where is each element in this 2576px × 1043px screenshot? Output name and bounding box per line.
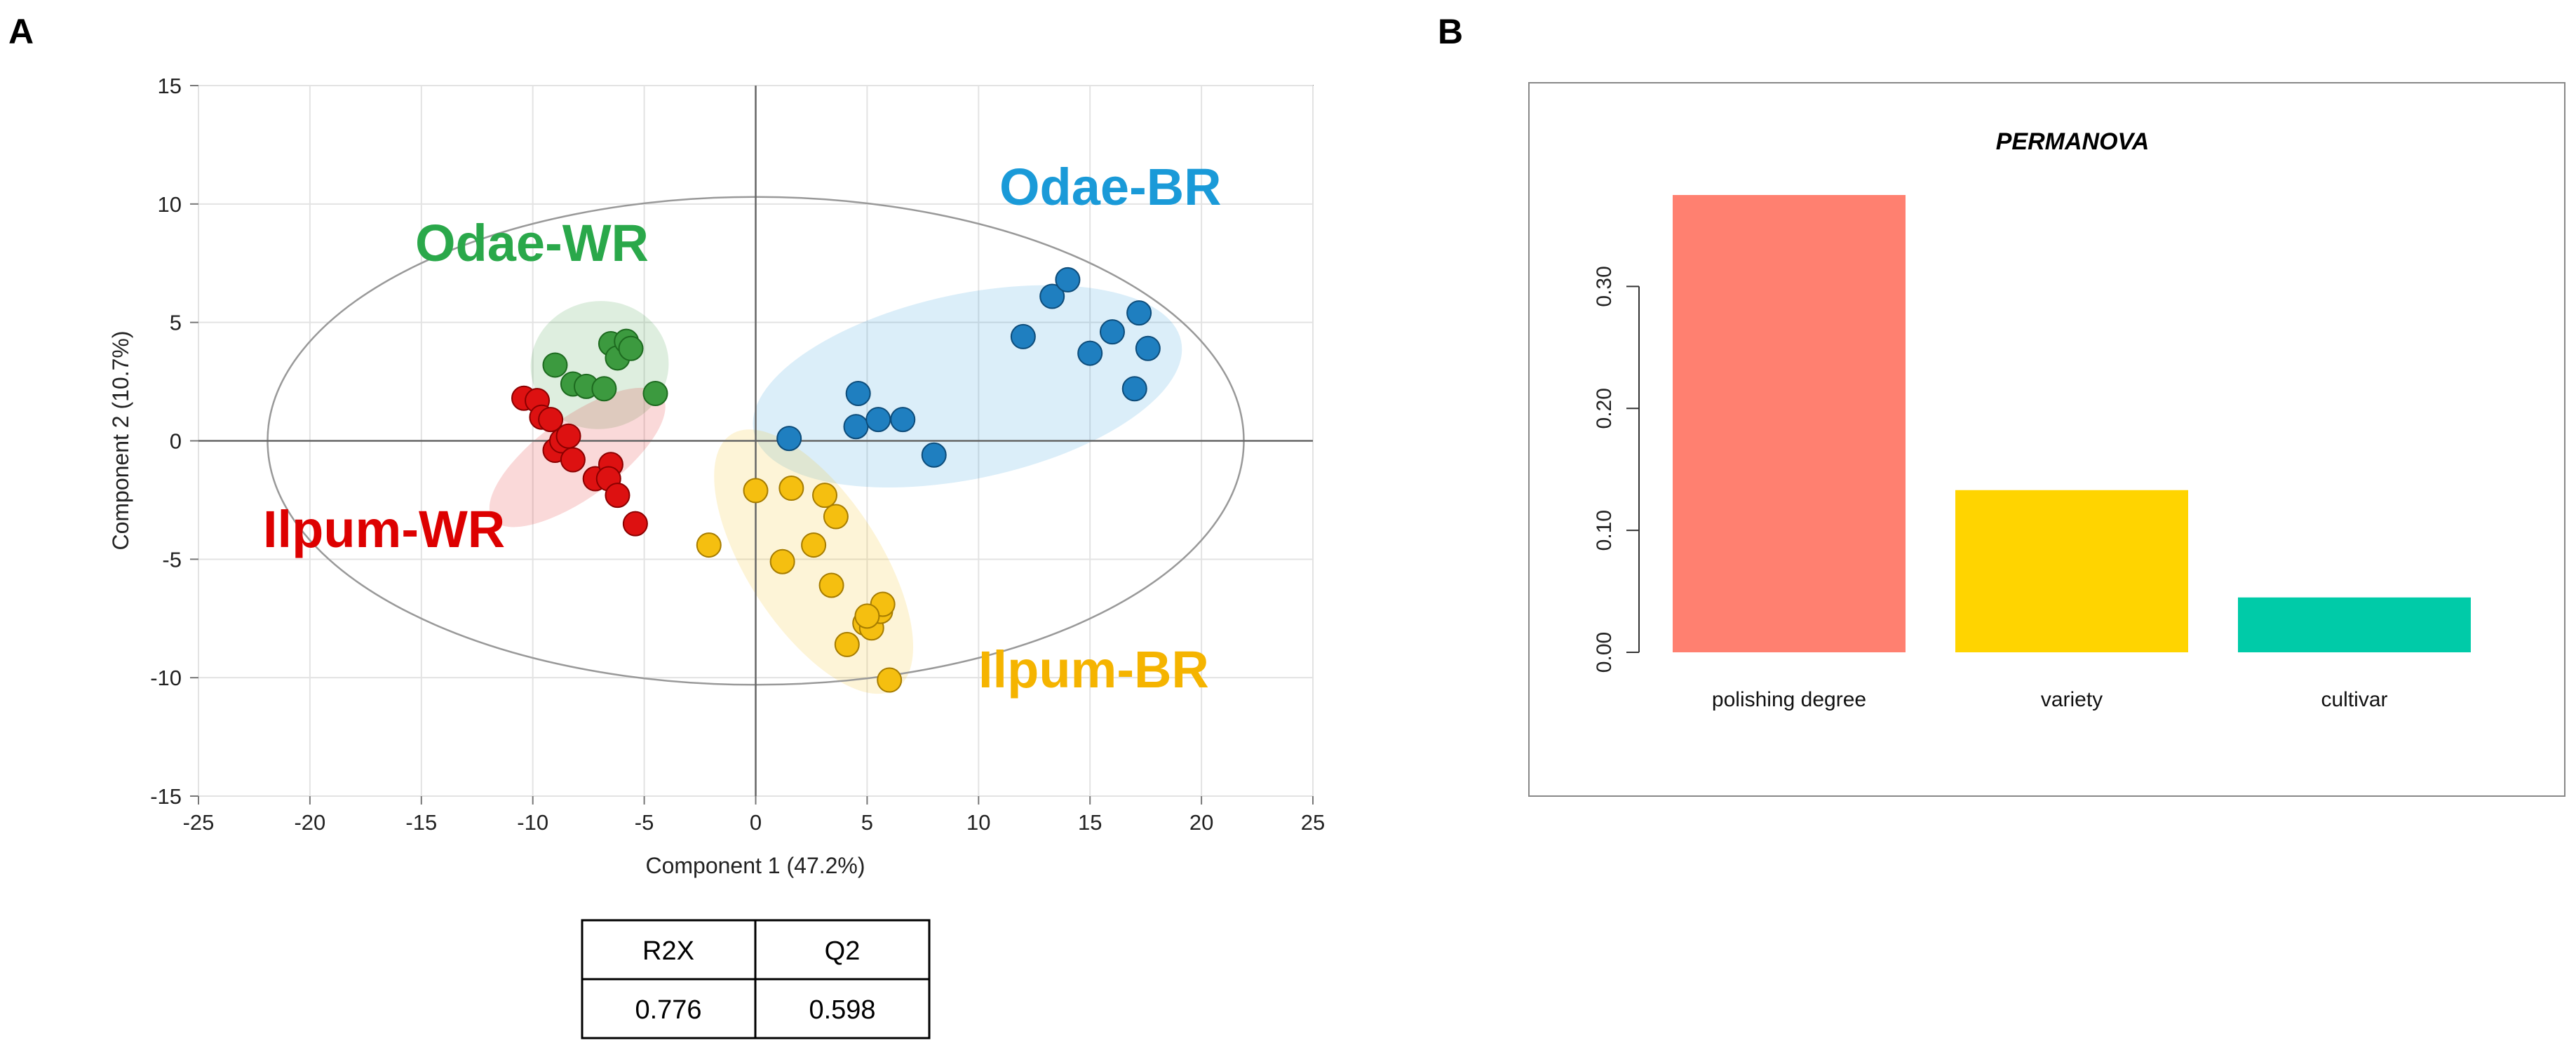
point-ilpum-wr [605, 483, 630, 509]
x-tick-label: 5 [861, 810, 873, 835]
point-odae-br [845, 380, 871, 406]
bar-cultivar [2238, 597, 2471, 652]
point-odae-br [865, 407, 891, 433]
bar-variety [1955, 490, 2188, 652]
point-ilpum-br [696, 532, 722, 558]
point-ilpum-br [801, 532, 827, 558]
point-odae-wr [642, 380, 668, 406]
point-odae-br [1055, 267, 1081, 292]
x-tick-label: -15 [405, 810, 437, 835]
group-label-odae-br: Odae-BR [999, 158, 1222, 216]
table-header-r2x: R2X [642, 936, 694, 966]
y-tick-label: -10 [150, 666, 182, 690]
bars [1673, 195, 2471, 652]
bar-chart-title: PERMANOVA [1996, 128, 2150, 155]
bar-category-label: polishing degree [1712, 688, 1866, 711]
point-odae-br [1010, 323, 1036, 349]
point-ilpum-br [854, 603, 880, 629]
stats-table: R2X Q2 0.776 0.598 [581, 919, 931, 1039]
x-tick-label: 10 [966, 810, 990, 835]
bar-y-tick-label: 0.10 [1593, 510, 1616, 551]
y-axis-title: Component 2 (10.7%) [108, 330, 133, 550]
point-ilpum-br [823, 504, 849, 530]
bar-y-tick-label: 0.30 [1593, 266, 1616, 307]
point-ilpum-wr [622, 511, 648, 537]
y-tick-label: 10 [158, 192, 182, 217]
x-tick-label: 0 [750, 810, 762, 835]
point-odae-wr [618, 335, 644, 361]
bar-y-axis: 0.00 0.10 0.20 0.30 [1593, 266, 1640, 673]
point-odae-br [843, 414, 869, 440]
point-odae-br [1099, 319, 1125, 345]
y-tick-label: 0 [170, 429, 182, 454]
table-header-q2: Q2 [825, 936, 861, 966]
point-ilpum-br [818, 572, 844, 598]
data-points [511, 267, 1161, 693]
x-tick-label: 15 [1078, 810, 1102, 835]
bar-y-tick-label: 0.00 [1593, 632, 1616, 673]
point-odae-br [921, 442, 947, 468]
zero-axes [190, 85, 1314, 805]
point-ilpum-wr [555, 423, 581, 449]
point-odae-br [1126, 300, 1152, 326]
pca-scatter-plot: -25 -20 -15 -10 -5 0 5 10 15 20 25 15 10 5 0 -5 -10 -15 O… [108, 74, 1325, 878]
y-tick-label: -15 [150, 784, 182, 809]
point-odae-wr [591, 376, 617, 402]
y-tick-label: -5 [162, 547, 182, 572]
point-ilpum-br [743, 478, 769, 504]
tick-labels: -25 -20 -15 -10 -5 0 5 10 15 20 25 15 10 5 0 -5 -10 -15 [150, 74, 1325, 835]
group-label-ilpum-wr: Ilpum-WR [263, 500, 505, 558]
bar-category-labels: polishing degree variety cultivar [1712, 688, 2388, 711]
y-tick-label: 5 [170, 311, 182, 335]
point-odae-br [1121, 376, 1147, 402]
panel-label-a: A [8, 12, 34, 51]
point-ilpum-br [769, 549, 795, 574]
x-tick-label: -20 [294, 810, 325, 835]
point-odae-br [1135, 335, 1161, 361]
point-odae-wr [542, 352, 568, 378]
point-odae-br [1039, 283, 1065, 309]
point-ilpum-br [812, 483, 838, 509]
point-ilpum-br [877, 667, 903, 693]
point-ilpum-wr [538, 407, 564, 433]
bar-category-label: cultivar [2321, 688, 2387, 711]
point-odae-br [776, 426, 802, 452]
point-ilpum-br [778, 476, 804, 502]
x-tick-label: -5 [635, 810, 654, 835]
x-axis-title: Component 1 (47.2%) [645, 853, 865, 878]
x-tick-label: 25 [1301, 810, 1325, 835]
point-ilpum-br [834, 631, 860, 657]
x-tick-label: 20 [1189, 810, 1213, 835]
point-ilpum-wr [560, 447, 586, 473]
table-value-q2: 0.598 [809, 995, 875, 1025]
permanova-bar-chart: PERMANOVA 0.00 0.10 0.20 0.30 polishing deg… [1528, 82, 2565, 797]
x-tick-label: -10 [517, 810, 548, 835]
panel-label-b: B [1438, 12, 1463, 51]
bar-polishing-degree [1673, 195, 1906, 652]
y-tick-label: 15 [158, 74, 182, 98]
point-odae-br [890, 407, 916, 433]
x-tick-label: -25 [183, 810, 215, 835]
bar-y-tick-label: 0.20 [1593, 388, 1616, 429]
group-label-ilpum-br: Ilpum-BR [978, 640, 1209, 699]
bar-category-label: variety [2041, 688, 2103, 711]
group-label-odae-wr: Odae-WR [415, 214, 649, 272]
point-odae-br [1077, 340, 1103, 366]
table-value-r2x: 0.776 [635, 995, 701, 1025]
